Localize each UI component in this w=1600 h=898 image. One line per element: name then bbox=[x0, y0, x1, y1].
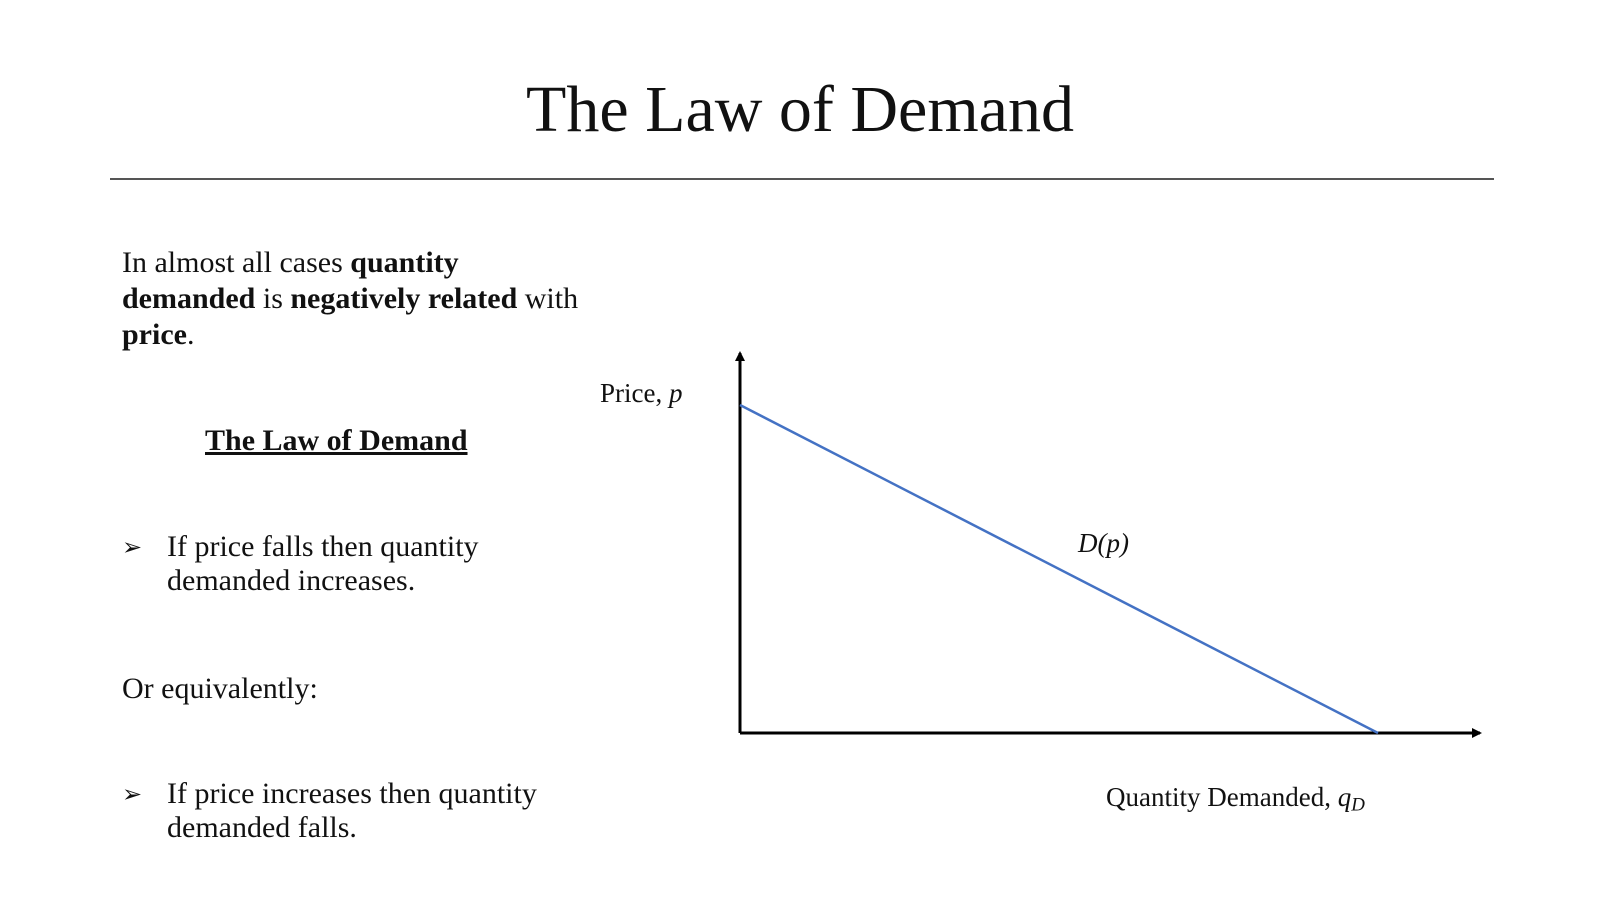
demand-curve bbox=[739, 403, 1379, 735]
law-heading: The Law of Demand bbox=[205, 424, 468, 457]
bullet-text: If price falls then quantity demanded in… bbox=[167, 530, 479, 597]
intro-bold-negatively-related: negatively related bbox=[290, 282, 518, 315]
arrow-bullet-icon: ➢ bbox=[122, 780, 143, 808]
intro-text-4: . bbox=[186, 318, 195, 351]
intro-bold-quantity-demanded: quantity demanded bbox=[122, 246, 459, 315]
bullet-price-falls: ➢ If price falls then quantity demanded … bbox=[122, 530, 602, 598]
quantity-subscript: D bbox=[1351, 794, 1365, 816]
intro-paragraph: In almost all cases quantity demanded is… bbox=[122, 245, 582, 353]
quantity-symbol: q bbox=[1337, 782, 1352, 812]
arrow-bullet-icon: ➢ bbox=[122, 533, 143, 561]
equivalently-text: Or equivalently: bbox=[122, 672, 318, 705]
x-axis-label: Quantity Demanded, qD bbox=[1106, 782, 1365, 816]
y-axis-label: Price, p bbox=[600, 378, 683, 408]
price-symbol: p bbox=[668, 378, 683, 408]
slide-title: The Law of Demand bbox=[526, 73, 1074, 146]
bullet-price-increases: ➢ If price increases then quantity deman… bbox=[122, 777, 602, 845]
intro-text-2: is bbox=[255, 282, 291, 315]
bullet-text: If price increases then quantity demande… bbox=[167, 777, 537, 844]
demand-curve-label: D(p) bbox=[1078, 528, 1129, 558]
title-divider bbox=[110, 178, 1494, 180]
intro-text-1: In almost all cases bbox=[122, 246, 351, 279]
intro-text-3: with bbox=[517, 282, 579, 315]
intro-bold-price: price bbox=[122, 318, 187, 351]
